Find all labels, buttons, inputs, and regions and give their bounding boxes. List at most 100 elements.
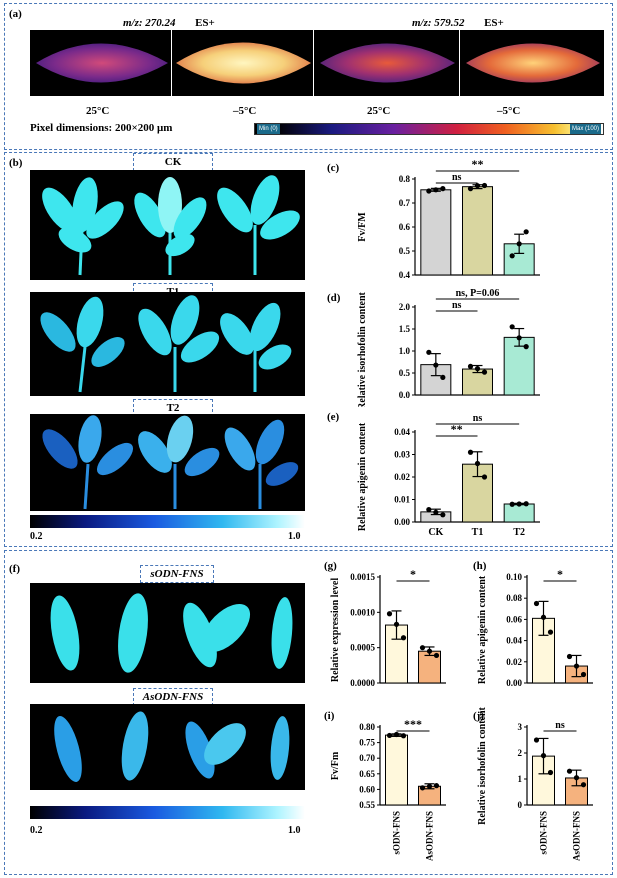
chart-h-data-point — [547, 629, 554, 635]
chart-c-data-point — [426, 188, 432, 194]
group-label-sodn-text: sODN-FNS — [150, 568, 204, 580]
chart-e-sig-label: ns — [473, 413, 483, 424]
chart-d-data-point — [426, 349, 432, 355]
chart-h-data-point — [533, 600, 540, 607]
chart-c-ytick-label: 0.6 — [399, 222, 411, 232]
chart-i-ytick-label: 0.60 — [359, 784, 375, 794]
chart-e-data-point — [474, 460, 481, 467]
chart-j-ytick-label: 1 — [518, 774, 523, 784]
chart-i-data-point — [419, 785, 426, 791]
chart-g-data-point — [400, 635, 407, 641]
chart-e-ytick-label: 0.03 — [394, 450, 410, 460]
chart-c-ytick-label: 0.7 — [399, 198, 411, 208]
chart-e-bar — [503, 503, 535, 523]
chart-d-data-point — [433, 362, 439, 368]
chart-c-panel-label: (c) — [327, 162, 340, 174]
colorbar-f-max: 1.0 — [288, 825, 301, 836]
chart-i-panel-label: (i) — [324, 710, 335, 722]
colorbar-f-min: 0.2 — [30, 825, 43, 836]
chart-j-data-point — [540, 753, 547, 759]
chart-e-category-label: T2 — [513, 527, 525, 538]
chart-e-data-point — [426, 507, 432, 513]
chart-h-sig-label: * — [557, 567, 563, 581]
chart-e-data-point — [523, 501, 529, 507]
msi-header-2: m/z: 579.52 ES+ — [412, 17, 504, 29]
chart-d-ytick-label: 0.5 — [399, 368, 411, 378]
chart-c: (c) Fv/FM 0.4 0.5 0.6 0.7 0.8 ns ** — [327, 157, 540, 280]
chart-d-data-point — [481, 369, 488, 375]
temp-label-3: 25°C — [367, 105, 391, 117]
leaf-shapes-t1 — [40, 295, 292, 393]
chart-h: (h) Relative apigenin content 0.00 0.02 0.04… — [473, 560, 593, 688]
leaf-image-asodn — [30, 704, 305, 790]
chart-i-ytick-label: 0.70 — [359, 753, 375, 763]
chart-e-category-label: T1 — [472, 527, 484, 538]
chart-g-ytick-label: 0.0005 — [350, 643, 375, 653]
chart-c-bar — [420, 189, 452, 276]
chart-j-data-point — [566, 768, 573, 774]
chart-h-data-point — [540, 614, 547, 620]
chart-g-ytick-label: 0.0015 — [350, 572, 375, 582]
chart-h-ytick-label: 0.00 — [506, 678, 522, 688]
panel-a-label: (a) — [9, 8, 22, 20]
chart-c-sig-label: ** — [472, 157, 484, 171]
chart-e-ytick-label: 0.02 — [394, 472, 410, 482]
chart-d-ytick-label: 1.0 — [399, 346, 411, 356]
ion-mode-2: ES+ — [484, 17, 504, 29]
chart-i-ytick-label: 0.80 — [359, 722, 375, 732]
chart-h-data-point — [573, 663, 580, 669]
msi-leaf-2 — [176, 42, 311, 84]
group-label-asodn-text: AsODN-FNS — [142, 691, 204, 703]
chart-h-ytick-label: 0.04 — [506, 636, 522, 646]
chart-i: (i) Fv/Fm 0.55 0.60 0.65 0.70 0.75 0.80 sODN-FNS… — [324, 710, 446, 861]
chart-i-ytick-label: 0.75 — [359, 738, 375, 748]
chart-g-data-point — [419, 645, 426, 651]
chart-j-data-point — [580, 782, 587, 788]
chart-e-panel-label: (e) — [327, 411, 340, 423]
chart-h-panel-label: (h) — [473, 560, 487, 572]
chart-j-sig-label: ns — [555, 720, 565, 731]
chart-e-ylabel: Relative apigenin content — [357, 422, 368, 531]
chart-c-ytick-label: 0.8 — [399, 174, 411, 184]
chart-g-ytick-label: 0.0010 — [350, 607, 375, 617]
msi-leaf-4 — [466, 43, 600, 83]
chart-j-data-point — [533, 737, 540, 743]
chart-i-ytick-label: 0.65 — [359, 769, 375, 779]
temp-label-4: –5°C — [497, 105, 521, 117]
ion-mode-1: ES+ — [195, 17, 215, 29]
chart-g: (g) Relative expression level 0.0000 0.0005… — [324, 560, 446, 688]
chart-d-bar — [503, 336, 535, 396]
chart-d-panel-label: (d) — [327, 292, 341, 304]
chart-c-data-point — [523, 229, 529, 235]
chart-i-data-point — [400, 733, 407, 739]
leaf-image-t1 — [30, 292, 305, 396]
chart-c-data-point — [440, 186, 446, 192]
chart-i-data-point — [393, 731, 400, 738]
chart-c-sig-label: ns — [452, 172, 462, 183]
msi-header-1: m/z: 270.24 ES+ — [123, 17, 215, 29]
chart-e-data-point — [433, 509, 439, 515]
mz-label-2: m/z: 579.52 — [412, 17, 465, 29]
chart-j: (j)Relative isorhofolin content 0 1 2 3 sODN-… — [473, 706, 593, 861]
chart-d-data-point — [509, 324, 515, 330]
chart-c-data-point — [509, 253, 515, 259]
chart-j-data-point — [573, 775, 580, 781]
chart-e-category-label: CK — [428, 527, 443, 538]
group-label-ck: CK — [133, 153, 213, 171]
chart-i-data-point — [386, 732, 393, 739]
chart-g-data-point — [386, 611, 393, 617]
leaf-shapes-t2 — [42, 415, 299, 510]
chart-c-data-point — [474, 183, 481, 189]
chart-j-ylabel: Relative isorhofolin content — [477, 706, 488, 824]
chart-h-data-point — [580, 671, 587, 678]
chart-i-ylabel: Fv/Fm — [330, 751, 341, 780]
chart-c-data-point — [516, 241, 522, 247]
chart-d-data-point — [440, 374, 446, 380]
chart-e-sig-label: ** — [451, 422, 463, 436]
chart-c-data-point — [481, 182, 488, 189]
chart-i-data-point — [433, 783, 440, 789]
chart-c-ytick-label: 0.4 — [399, 270, 411, 280]
panel-b-label: (b) — [9, 157, 23, 169]
chart-d-data-point — [474, 366, 481, 372]
chart-j-ytick-label: 2 — [518, 748, 523, 758]
